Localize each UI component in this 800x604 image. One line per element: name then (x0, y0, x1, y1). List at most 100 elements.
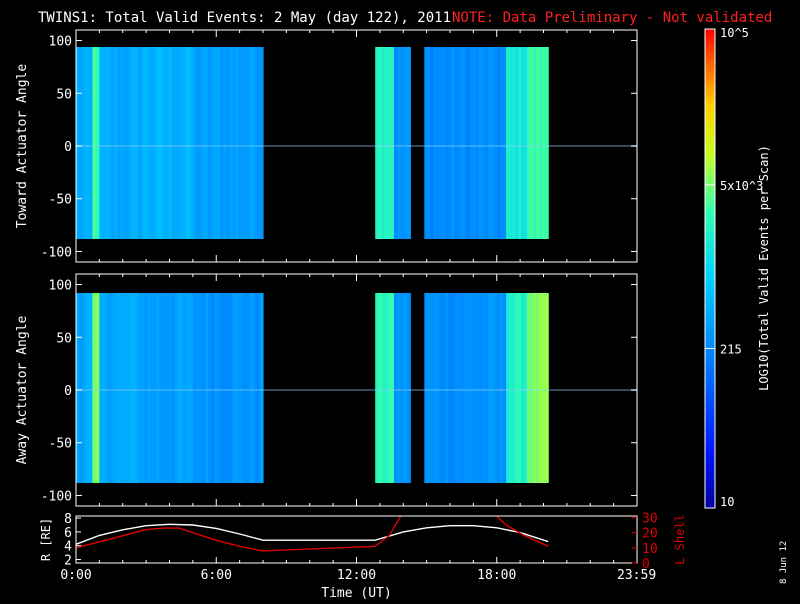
heatmap-cell (463, 293, 468, 483)
heatmap-cell (454, 47, 459, 239)
heatmap-cell (120, 293, 124, 483)
heatmap-cell (183, 47, 188, 239)
x-tick-label: 6:00 (201, 568, 232, 583)
heatmap-cell (153, 47, 158, 239)
heatmap-cell (132, 47, 136, 239)
heatmap-cell (381, 293, 386, 483)
heatmap-cell (168, 47, 173, 239)
heatmap-cell (460, 293, 465, 483)
x-tick-label: 0:00 (60, 568, 91, 583)
heatmap-cell (484, 47, 489, 239)
heatmap-cell (542, 47, 546, 239)
heatmap-cell (120, 47, 124, 239)
heatmap-cell (162, 47, 167, 239)
heatmap-cell (407, 47, 411, 239)
heatmap-cell (220, 293, 224, 483)
heatmap-cell (189, 47, 194, 239)
heatmap-cell (79, 47, 84, 239)
heatmap-cell (199, 293, 203, 483)
heatmap-cell (390, 293, 395, 483)
heatmap-cell (244, 293, 249, 483)
heatmap-cell (174, 47, 179, 239)
heatmap-cell (76, 47, 80, 239)
heatmap-cell (102, 293, 106, 483)
heatmap-cell (509, 293, 513, 483)
heatmap-cell (512, 293, 516, 483)
heatmap-cell (250, 47, 255, 239)
heatmap-cell (232, 47, 237, 239)
heatmap-cell (448, 47, 453, 239)
heatmap-cell (238, 47, 243, 239)
heatmap-cell (111, 293, 115, 483)
heatmap-cell (141, 47, 145, 239)
heatmap-cell (527, 47, 531, 239)
heatmap-cell (497, 293, 501, 483)
y-tick-label: -50 (49, 193, 72, 208)
heatmap-cell (232, 293, 237, 483)
heatmap-cell (126, 293, 130, 483)
colorbar-gradient (704, 28, 716, 509)
heatmap-cell (403, 47, 408, 239)
heatmap-cell (451, 47, 456, 239)
heatmap-cell (177, 293, 182, 483)
heatmap-cell (400, 47, 405, 239)
heatmap-cell (457, 293, 462, 483)
heatmap-cell (463, 47, 468, 239)
heatmap-cell (390, 47, 395, 239)
r-tick-label: 4 (64, 540, 72, 555)
heatmap-cell (524, 293, 528, 483)
heatmap-cell (129, 293, 133, 483)
preliminary-note: NOTE: Data Preliminary - Not validated (452, 10, 772, 26)
heatmap-cell (430, 47, 434, 239)
r-tick-label: 2 (64, 554, 72, 569)
heatmap-cell (436, 47, 440, 239)
date-stamp: 8 Jun 12 (779, 541, 789, 584)
heatmap-cell (518, 293, 522, 483)
heatmap-cell (95, 47, 100, 239)
heatmap-cell (192, 47, 197, 239)
heatmap-cell (85, 47, 90, 239)
heatmap-cell (171, 293, 176, 483)
heatmap-cell (427, 293, 431, 483)
heatmap-cell (530, 47, 534, 239)
heatmap-cell (99, 293, 103, 483)
heatmap-cell (451, 293, 456, 483)
y-tick-label: 50 (56, 331, 72, 346)
heatmap-cell (387, 293, 392, 483)
heatmap-cell (226, 47, 230, 239)
heatmap-cell (235, 293, 240, 483)
heatmap-cell (114, 47, 118, 239)
heatmap-cell (147, 47, 152, 239)
heatmap-cell (515, 47, 519, 239)
heatmap-cell (378, 47, 382, 239)
heatmap-cell (533, 293, 537, 483)
heatmap-cell (466, 293, 471, 483)
heatmap-cell (469, 47, 474, 239)
toward-actuator-panel: -100 -50 0 50 100 Toward Actuator Angle (15, 29, 638, 263)
heatmap-cell (515, 293, 519, 483)
x-tick-label: 23:59 (617, 568, 656, 583)
heatmap-cell (469, 293, 474, 483)
heatmap-cell (171, 47, 176, 239)
away-actuator-panel: -100 -50 0 50 100 Away Actuator Angle (15, 273, 638, 507)
heatmap-cell (384, 293, 389, 483)
heatmap-cell (108, 47, 112, 239)
heatmap-cell (530, 293, 534, 483)
heatmap-cell (111, 47, 115, 239)
y-tick-label: 0 (64, 140, 72, 155)
lshell-tick-label: 0 (642, 557, 650, 572)
r-distance-line (76, 523, 549, 545)
heatmap-cell (475, 293, 480, 483)
heatmap-cell (536, 47, 540, 239)
heatmap-cells (76, 47, 549, 239)
x-axis-label: Time (UT) (321, 586, 391, 600)
heatmap-cell (229, 47, 234, 239)
heatmap-cell (180, 293, 185, 483)
lshell-tick-label: 20 (642, 527, 658, 542)
heatmap-cell (235, 47, 240, 239)
y-axis-label: Away Actuator Angle (15, 315, 30, 464)
heatmap-cell (82, 47, 87, 239)
heatmap-cell (484, 293, 489, 483)
heatmap-cell (192, 293, 197, 483)
